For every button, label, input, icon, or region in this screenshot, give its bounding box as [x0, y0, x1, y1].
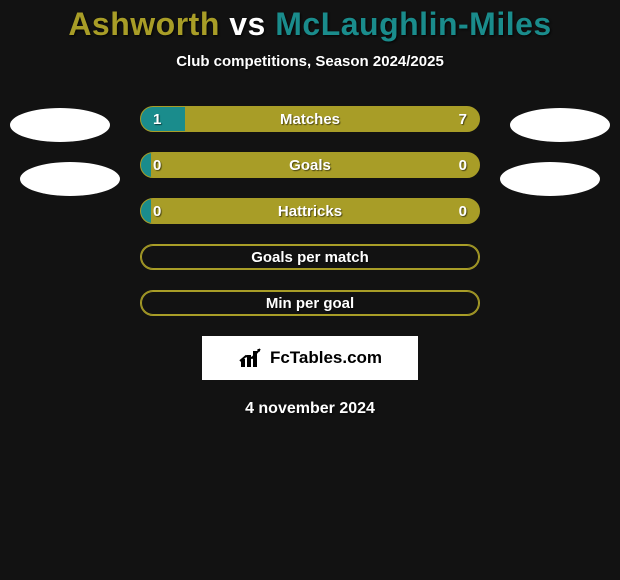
page-title: Ashworth vs McLaughlin-Miles — [0, 0, 620, 43]
stat-bar: Goals0 0 — [140, 152, 480, 178]
bar-value-left: 1 — [153, 107, 161, 132]
title-player1: Ashworth — [68, 6, 220, 42]
avatar-left-small — [20, 162, 120, 196]
brand-text: FcTables.com — [270, 348, 382, 368]
title-vs: vs — [229, 6, 266, 42]
brand-chart-icon — [238, 347, 264, 369]
stat-bar: Min per goal — [140, 290, 480, 316]
bar-value-right: 0 — [459, 153, 467, 178]
avatar-right-big — [510, 108, 610, 142]
avatar-right-small — [500, 162, 600, 196]
stat-bar: Matches1 7 — [140, 106, 480, 132]
bar-value-right: 7 — [459, 107, 467, 132]
stat-bar: Hattricks0 0 — [140, 198, 480, 224]
comparison-arena: Matches17Goals00Hattricks00Goals per mat… — [0, 106, 620, 418]
bar-label: Hattricks — [141, 199, 479, 224]
bar-label: Matches — [141, 107, 479, 132]
title-player2: McLaughlin-Miles — [275, 6, 551, 42]
bar-label: Goals per match — [141, 245, 479, 270]
date-text: 4 november 2024 — [0, 400, 620, 418]
bars-container: Matches17Goals00Hattricks00Goals per mat… — [140, 106, 480, 316]
avatar-left-big — [10, 108, 110, 142]
bar-value-left: 0 — [153, 153, 161, 178]
subtitle: Club competitions, Season 2024/2025 — [0, 53, 620, 70]
bar-label: Goals — [141, 153, 479, 178]
bar-value-left: 0 — [153, 199, 161, 224]
brand-box: FcTables.com — [202, 336, 418, 380]
stat-bar: Goals per match — [140, 244, 480, 270]
bar-value-right: 0 — [459, 199, 467, 224]
bar-label: Min per goal — [141, 291, 479, 316]
